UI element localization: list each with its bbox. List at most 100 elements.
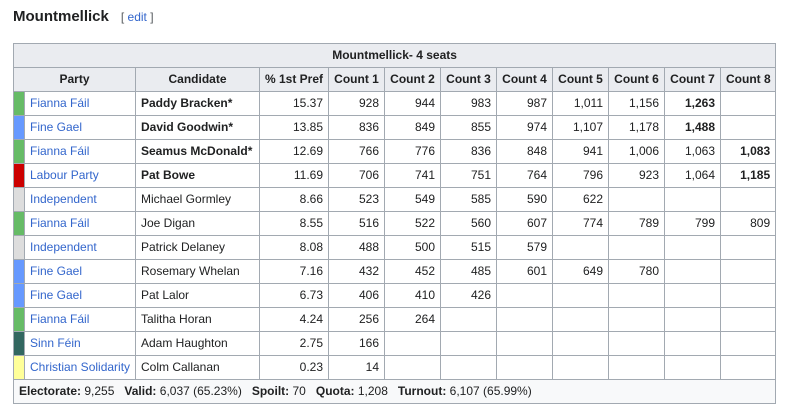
- elected-count-value: 1,263: [684, 96, 715, 110]
- party-cell: Fianna Fáil: [24, 139, 136, 164]
- column-header: % 1st Pref: [259, 67, 329, 92]
- count-cell: 452: [384, 259, 441, 284]
- count-cell: 928: [328, 91, 385, 116]
- elected-count-value: 1,185: [740, 168, 771, 182]
- count-cell: 836: [440, 139, 497, 164]
- count-cell: [664, 355, 721, 380]
- count-cell: 1,063: [664, 139, 721, 164]
- column-header: Party: [13, 67, 136, 92]
- column-header: Count 6: [608, 67, 665, 92]
- party-link[interactable]: Sinn Féin: [30, 336, 81, 350]
- candidate-name: Rosemary Whelan: [135, 259, 260, 284]
- count-cell: [719, 115, 777, 140]
- count-cell: 522: [384, 211, 441, 236]
- count-cell: [719, 235, 777, 260]
- party-color-swatch: [13, 355, 25, 380]
- count-cell: 515: [440, 235, 497, 260]
- count-cell: 500: [384, 235, 441, 260]
- count-cell: [440, 307, 497, 332]
- party-cell: Independent: [24, 187, 136, 212]
- footer-stat-label: Electorate:: [19, 384, 82, 398]
- first-pref-percent: 12.69: [259, 139, 329, 164]
- count-cell: 974: [496, 115, 553, 140]
- candidate-name: Talitha Horan: [135, 307, 260, 332]
- count-cell: [496, 355, 553, 380]
- table-row: Independent Michael Gormley 8.66 523 549 585 5…: [13, 187, 777, 212]
- count-cell: 622: [552, 187, 609, 212]
- footer-stat: Quota: 1,208: [316, 384, 388, 398]
- count-cell: [719, 331, 777, 356]
- footer-stat: Turnout: 6,107 (65.99%): [398, 384, 532, 398]
- count-cell: 836: [328, 115, 385, 140]
- footer-stat: Valid: 6,037 (65.23%): [124, 384, 241, 398]
- edit-link[interactable]: edit: [127, 10, 147, 24]
- count-cell: 560: [440, 211, 497, 236]
- count-cell: 1,156: [608, 91, 665, 116]
- count-cell: 1,083: [719, 139, 777, 164]
- candidate-name: Paddy Bracken*: [135, 91, 260, 116]
- count-cell: 649: [552, 259, 609, 284]
- table-row: Sinn Féin Adam Haughton 2.75 166: [13, 331, 777, 356]
- party-link[interactable]: Fianna Fáil: [30, 216, 90, 230]
- section-title: Mountmellick: [13, 8, 109, 25]
- count-cell: 848: [496, 139, 553, 164]
- count-cell: 1,185: [719, 163, 777, 188]
- count-cell: 764: [496, 163, 553, 188]
- count-cell: 426: [440, 283, 497, 308]
- party-cell: Fine Gael: [24, 259, 136, 284]
- footer-stat-label: Spoilt:: [251, 384, 290, 398]
- edit-bracket-open: [: [120, 10, 128, 24]
- count-cell: 264: [384, 307, 441, 332]
- results-body: Fianna Fáil Paddy Bracken* 15.37 928 944 983 9…: [13, 91, 777, 380]
- count-cell: [719, 91, 777, 116]
- candidate-name: Michael Gormley: [135, 187, 260, 212]
- footer-stat-label: Turnout:: [397, 384, 447, 398]
- count-cell: 14: [328, 355, 385, 380]
- count-cell: 944: [384, 91, 441, 116]
- count-cell: 516: [328, 211, 385, 236]
- party-link[interactable]: Fianna Fáil: [30, 96, 90, 110]
- party-color-swatch: [13, 331, 25, 356]
- count-cell: 741: [384, 163, 441, 188]
- count-cell: 256: [328, 307, 385, 332]
- count-cell: [496, 331, 553, 356]
- footer-stat-label: Valid:: [124, 384, 157, 398]
- count-cell: 1,178: [608, 115, 665, 140]
- party-link[interactable]: Independent: [30, 192, 97, 206]
- count-cell: [552, 331, 609, 356]
- count-cell: [496, 283, 553, 308]
- elected-count-value: 1,083: [740, 144, 771, 158]
- section-heading: Mountmellick [ edit ]: [13, 8, 154, 25]
- count-cell: [719, 259, 777, 284]
- candidate-name: Pat Bowe: [135, 163, 260, 188]
- count-cell: [384, 331, 441, 356]
- column-header: Count 3: [440, 67, 497, 92]
- party-link[interactable]: Fine Gael: [30, 120, 83, 134]
- first-pref-percent: 13.85: [259, 115, 329, 140]
- party-link[interactable]: Christian Solidarity: [30, 360, 131, 374]
- footer-stat: Spoilt: 70: [252, 384, 306, 398]
- party-link[interactable]: Independent: [30, 240, 97, 254]
- header-row: Party Candidate% 1st Pref Count 1 Count 2 Co…: [13, 67, 777, 92]
- first-pref-percent: 2.75: [259, 331, 329, 356]
- count-cell: 523: [328, 187, 385, 212]
- first-pref-percent: 6.73: [259, 283, 329, 308]
- party-color-swatch: [13, 283, 25, 308]
- count-cell: 849: [384, 115, 441, 140]
- table-row: Fianna Fáil Paddy Bracken* 15.37 928 944 983 9…: [13, 91, 777, 116]
- first-pref-percent: 15.37: [259, 91, 329, 116]
- party-link[interactable]: Fine Gael: [30, 264, 83, 278]
- elected-count-value: 1,488: [684, 120, 715, 134]
- count-cell: 1,263: [664, 91, 721, 116]
- party-link[interactable]: Labour Party: [30, 168, 99, 182]
- party-link[interactable]: Fine Gael: [30, 288, 83, 302]
- count-cell: 549: [384, 187, 441, 212]
- count-cell: 799: [664, 211, 721, 236]
- party-color-swatch: [13, 163, 25, 188]
- count-cell: [664, 259, 721, 284]
- count-cell: [608, 187, 665, 212]
- column-header: Candidate: [135, 67, 260, 92]
- party-color-swatch: [13, 235, 25, 260]
- party-link[interactable]: Fianna Fáil: [30, 312, 90, 326]
- party-link[interactable]: Fianna Fáil: [30, 144, 90, 158]
